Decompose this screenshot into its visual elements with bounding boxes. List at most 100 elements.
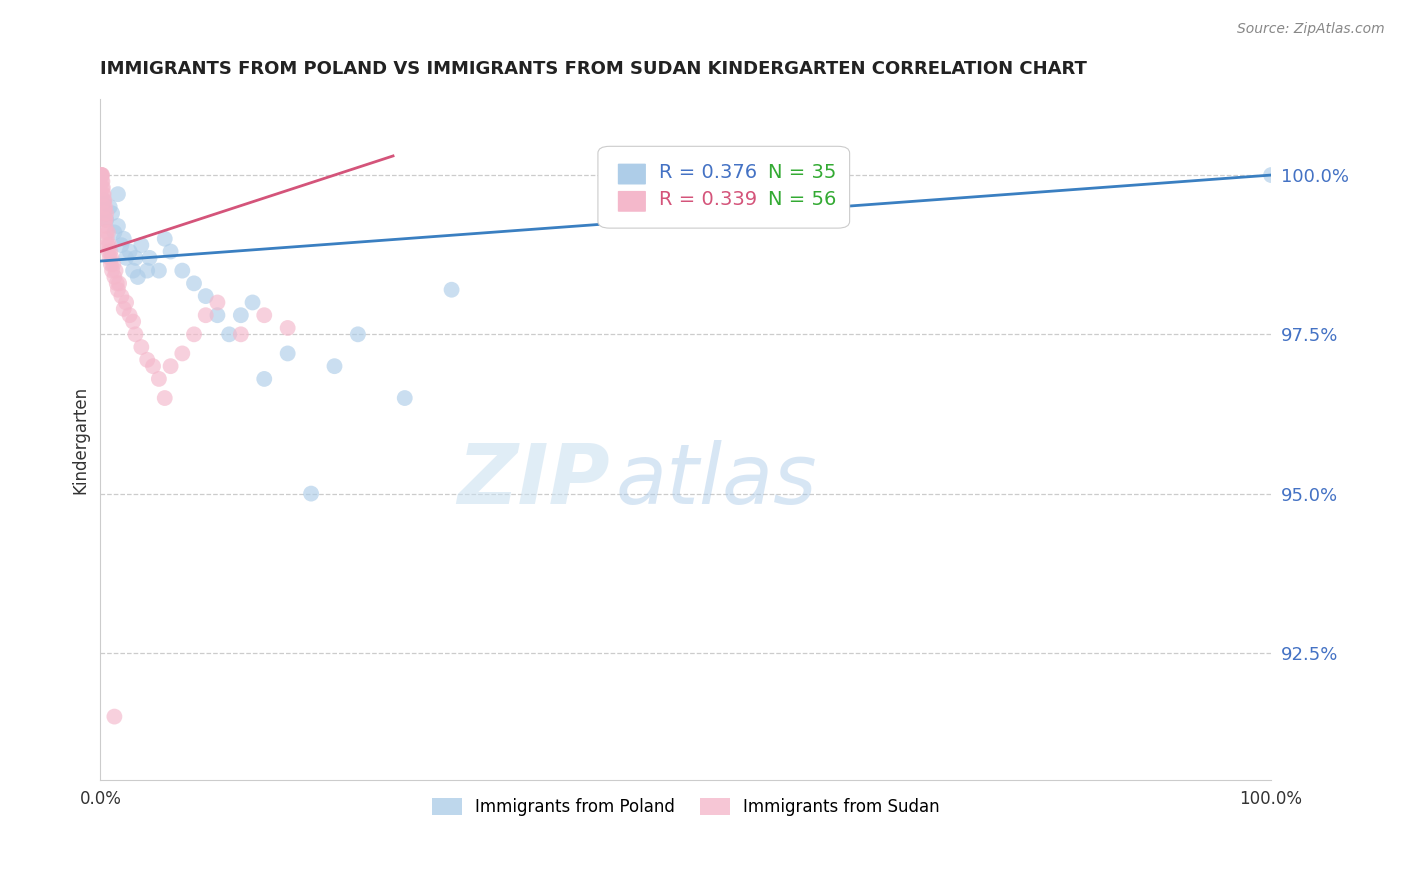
Point <box>277 321 299 335</box>
Point <box>96 238 118 252</box>
Point <box>127 270 149 285</box>
Point <box>136 352 159 367</box>
Point <box>90 168 112 182</box>
Point <box>91 187 114 202</box>
Point <box>98 244 121 259</box>
Point <box>100 257 122 271</box>
Point <box>94 212 117 227</box>
Point <box>138 251 160 265</box>
Point <box>98 200 121 214</box>
Point <box>101 206 124 220</box>
Text: N = 35: N = 35 <box>768 162 837 182</box>
Point <box>183 327 205 342</box>
Point <box>103 226 125 240</box>
Point <box>97 244 120 259</box>
Point <box>159 244 181 259</box>
Point <box>115 251 138 265</box>
Text: N = 56: N = 56 <box>768 190 837 209</box>
Point <box>90 168 112 182</box>
Point <box>108 277 131 291</box>
Point <box>91 181 114 195</box>
Point <box>347 327 370 342</box>
FancyBboxPatch shape <box>617 191 645 211</box>
Point <box>90 174 112 188</box>
Point <box>277 346 299 360</box>
Point <box>183 277 205 291</box>
Point <box>93 187 115 202</box>
Point <box>97 226 120 240</box>
Point <box>96 232 118 246</box>
Point <box>107 219 129 233</box>
Point <box>112 232 135 246</box>
Point <box>253 372 276 386</box>
Point <box>100 251 122 265</box>
Point <box>148 372 170 386</box>
Point <box>90 168 112 182</box>
Point <box>103 709 125 723</box>
Point <box>440 283 463 297</box>
Point <box>136 263 159 277</box>
Point <box>93 200 115 214</box>
Point <box>323 359 346 374</box>
FancyBboxPatch shape <box>598 146 849 228</box>
Point <box>93 194 115 208</box>
Point <box>124 251 146 265</box>
Text: ZIP: ZIP <box>457 440 610 521</box>
Point <box>104 263 127 277</box>
Point <box>118 308 141 322</box>
Point <box>115 295 138 310</box>
Point <box>91 168 114 182</box>
Point <box>124 327 146 342</box>
Text: IMMIGRANTS FROM POLAND VS IMMIGRANTS FROM SUDAN KINDERGARTEN CORRELATION CHART: IMMIGRANTS FROM POLAND VS IMMIGRANTS FRO… <box>100 60 1087 78</box>
Point <box>207 308 229 322</box>
Point <box>91 181 114 195</box>
Point <box>96 206 118 220</box>
Point <box>91 174 114 188</box>
Point <box>93 194 115 208</box>
Point <box>118 244 141 259</box>
Point <box>242 295 264 310</box>
Point <box>98 238 121 252</box>
Point <box>103 257 125 271</box>
Point <box>394 391 416 405</box>
FancyBboxPatch shape <box>617 163 645 185</box>
Text: Source: ZipAtlas.com: Source: ZipAtlas.com <box>1237 22 1385 37</box>
Point <box>112 301 135 316</box>
Point <box>207 295 229 310</box>
Point <box>131 340 153 354</box>
Text: R = 0.376: R = 0.376 <box>659 162 756 182</box>
Point <box>94 200 117 214</box>
Point <box>194 308 217 322</box>
Point <box>218 327 240 342</box>
Point <box>229 327 252 342</box>
Point <box>110 289 132 303</box>
Point <box>172 346 194 360</box>
Point <box>107 187 129 202</box>
Y-axis label: Kindergarten: Kindergarten <box>72 385 89 493</box>
Legend: Immigrants from Poland, Immigrants from Sudan: Immigrants from Poland, Immigrants from … <box>425 791 946 823</box>
Point <box>96 212 118 227</box>
Text: atlas: atlas <box>616 440 817 521</box>
Point <box>148 263 170 277</box>
Point <box>131 238 153 252</box>
Point <box>96 226 118 240</box>
Point <box>110 238 132 252</box>
Point <box>159 359 181 374</box>
Point <box>105 277 128 291</box>
Point <box>194 289 217 303</box>
Point <box>98 251 121 265</box>
Point <box>122 315 145 329</box>
Text: R = 0.339: R = 0.339 <box>659 190 756 209</box>
Point <box>153 232 176 246</box>
Point <box>1260 168 1282 182</box>
Point <box>122 263 145 277</box>
Point <box>103 270 125 285</box>
Point <box>94 219 117 233</box>
Point <box>101 263 124 277</box>
Point <box>94 212 117 227</box>
Point <box>107 283 129 297</box>
Point <box>153 391 176 405</box>
Point <box>172 263 194 277</box>
Point <box>91 194 114 208</box>
Point <box>253 308 276 322</box>
